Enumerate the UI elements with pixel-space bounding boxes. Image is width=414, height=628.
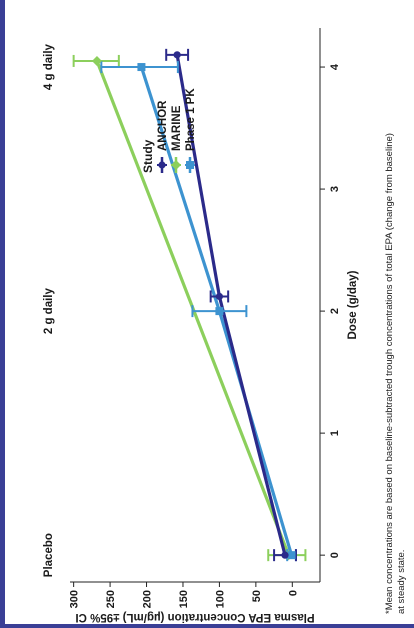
x-tick-label: 3 (329, 186, 341, 192)
y-tick-label: 50 (251, 590, 263, 602)
legend-marker-anchor (158, 161, 166, 169)
legend-marker-phase-1-pk (186, 161, 194, 169)
chart-axes: 0 1 2 3 4 0 50 100 150 200 250 300 Dose (g/day) Plasm… (69, 28, 359, 623)
y-tick-label: 150 (178, 590, 190, 608)
data-point-phase-1-pk (287, 551, 296, 560)
y-axis-title: Plasma EPA Concentration (µg/mL) ±95% CI (75, 611, 314, 623)
legend-marker-marine (171, 160, 181, 170)
chart-series (72, 48, 307, 562)
y-tick-label: 300 (69, 590, 81, 608)
x-axis-title: Dose (g/day) (347, 270, 359, 339)
data-point-anchor (173, 51, 181, 59)
chart-footnote: *Mean concentrations are based on baseli… (384, 133, 407, 614)
x-tick-label: 4 (329, 63, 341, 70)
left-accent-bar (0, 0, 5, 628)
y-tick-label: 100 (214, 590, 226, 608)
footnote-line: at steady state. (396, 550, 407, 614)
x-tick-label: 1 (329, 430, 341, 436)
dose-label: 4 g daily (43, 43, 55, 90)
dose-label: 2 g daily (43, 287, 55, 334)
x-tick-label: 2 (329, 308, 341, 314)
legend-title: Study (141, 139, 155, 173)
dose-label: Placebo (43, 533, 55, 577)
legend-label-anchor: ANCHOR (157, 100, 169, 151)
data-point-anchor (215, 292, 224, 301)
y-tick-label: 0 (287, 590, 299, 596)
footnote-line: *Mean concentrations are based on baseli… (384, 133, 395, 614)
data-point-anchor (281, 551, 289, 559)
bottom-accent-bar (0, 624, 414, 628)
y-tick-label: 200 (142, 590, 154, 608)
data-point-phase-1-pk (137, 63, 146, 72)
legend-label-marine: MARINE (171, 105, 183, 151)
y-tick-label: 250 (105, 590, 117, 608)
x-tick-label: 0 (329, 552, 341, 558)
data-point-marine (91, 55, 102, 66)
data-point-phase-1-pk (215, 307, 224, 316)
dose-labels: Placebo 2 g daily 4 g daily (43, 43, 55, 577)
legend-label-phase-1-pk: Phase 1 PK (185, 88, 197, 151)
